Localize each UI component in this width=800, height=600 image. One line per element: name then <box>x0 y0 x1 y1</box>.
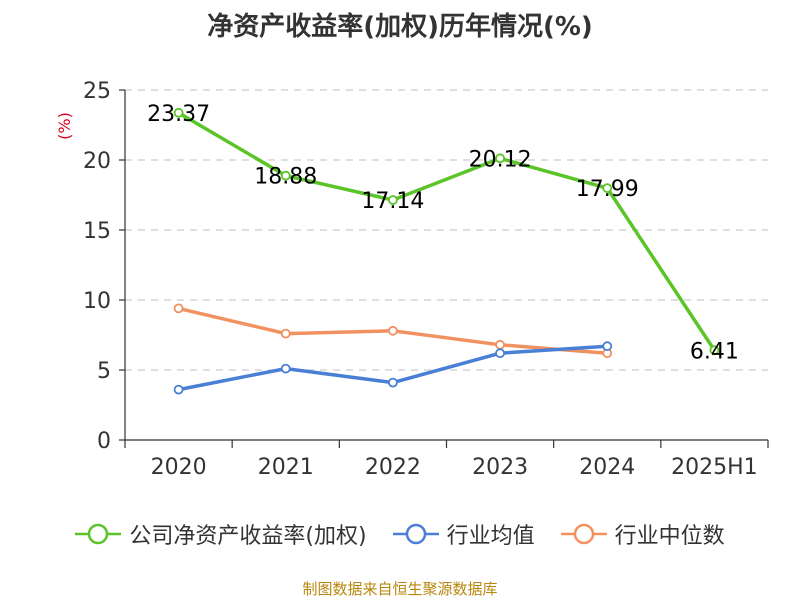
x-tick-label: 2025H1 <box>671 455 758 480</box>
data-point <box>280 328 291 339</box>
legend-marker <box>75 523 122 545</box>
y-axis-label: (%) <box>55 112 74 140</box>
legend-item: 公司净资产收益率(加权) <box>75 518 367 550</box>
legend-marker <box>392 523 439 545</box>
source-note: 制图数据来自恒生聚源数据库 <box>302 580 498 598</box>
legend-label: 行业中位数 <box>614 524 725 549</box>
y-tick-label: 5 <box>97 359 111 384</box>
data-point <box>602 341 613 352</box>
data-point <box>173 303 184 314</box>
x-tick-label: 2023 <box>472 455 528 480</box>
legend-label: 公司净资产收益率(加权) <box>129 524 367 549</box>
data-label: 17.99 <box>576 177 639 202</box>
data-point <box>388 195 398 205</box>
legend-circle <box>88 523 109 545</box>
data-point <box>388 325 398 336</box>
data-label: 18.88 <box>254 165 317 190</box>
x-tick-label: 2020 <box>151 455 207 480</box>
chart-title: 净资产收益率(加权)历年情况(%) <box>207 12 593 42</box>
x-tick-label: 2024 <box>579 455 635 480</box>
data-label: 23.37 <box>147 102 210 127</box>
data-point <box>280 170 291 181</box>
y-tick-label: 25 <box>83 79 111 104</box>
y-tick-label: 10 <box>83 289 111 314</box>
data-label: 6.41 <box>690 339 739 364</box>
grid-lines <box>125 89 768 371</box>
data-label: 20.12 <box>469 147 532 172</box>
data-point <box>280 363 291 374</box>
data-point <box>495 339 505 350</box>
legend-marker <box>560 523 607 545</box>
data-label: 17.14 <box>361 189 424 214</box>
data-point <box>173 107 184 118</box>
data-point <box>388 377 398 388</box>
legend-item: 行业中位数 <box>560 518 725 550</box>
y-tick-label: 0 <box>97 429 111 454</box>
data-point <box>495 153 505 164</box>
legend-circle <box>573 523 594 545</box>
legend-item: 行业均值 <box>392 518 535 550</box>
data-point <box>602 183 613 194</box>
legend: 公司净资产收益率(加权) 行业均值 行业中位数 <box>0 518 800 550</box>
data-point <box>495 348 505 359</box>
y-tick-label: 20 <box>83 149 111 174</box>
x-tick-label: 2021 <box>258 455 314 480</box>
legend-label: 行业均值 <box>446 524 535 549</box>
series-line <box>177 111 716 352</box>
data-point <box>173 384 184 395</box>
data-labels: 23.37 18.88 17.14 20.12 17.99 6.41 <box>147 102 739 364</box>
y-tick-label: 15 <box>83 219 111 244</box>
axes: 0 5 10 15 20 25 (%) 2020 2021 2022 2023 2024 2025H1 <box>55 79 769 480</box>
data-point <box>709 345 720 356</box>
x-tick-label: 2022 <box>365 455 421 480</box>
legend-circle <box>405 523 426 545</box>
series-lines <box>173 107 720 395</box>
